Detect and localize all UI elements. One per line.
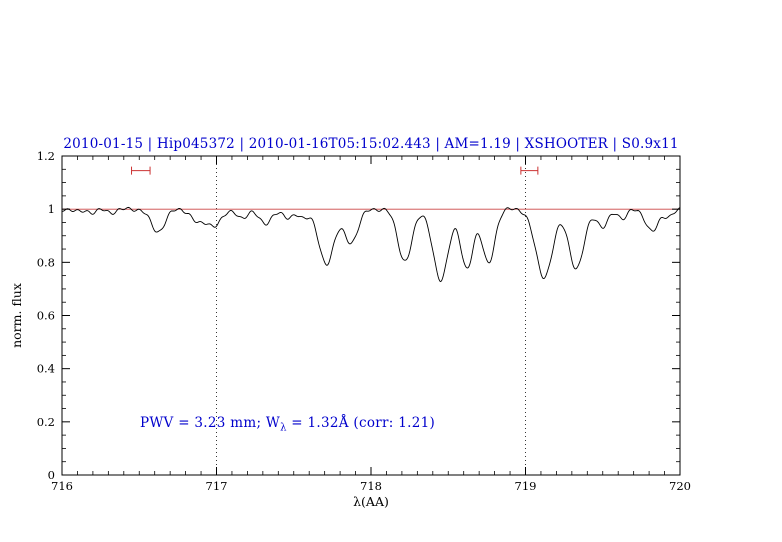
- y-tick-label: 1.2: [37, 149, 55, 163]
- y-tick-label: 0: [48, 468, 55, 482]
- y-tick-label: 0.8: [37, 255, 55, 269]
- y-tick-label: 0.2: [37, 415, 55, 429]
- pwv-annotation: PWV = 3.23 mm; Wλ = 1.32Å (corr: 1.21): [140, 415, 435, 434]
- x-tick-label: 720: [669, 479, 691, 493]
- x-tick-label: 717: [206, 479, 228, 493]
- x-tick-label: 716: [51, 479, 73, 493]
- x-tick-label: 718: [360, 479, 382, 493]
- annotation-suffix: = 1.32Å (corr: 1.21): [286, 415, 436, 431]
- annotation-lambda-sub: λ: [280, 422, 287, 434]
- plot-title: 2010-01-15 | Hip045372 | 2010-01-16T05:1…: [63, 136, 679, 152]
- plot-box: [61, 155, 681, 476]
- y-axis-title: norm. flux: [9, 283, 24, 348]
- x-axis-title: λ(AA): [353, 494, 389, 509]
- y-tick-label: 1: [48, 202, 55, 216]
- y-tick-label: 0.4: [37, 362, 55, 376]
- y-tick-label: 0.6: [37, 309, 55, 323]
- spectrum-line: [61, 206, 681, 283]
- annotation-prefix: PWV = 3.23 mm; W: [140, 415, 281, 431]
- x-tick-label: 719: [515, 479, 537, 493]
